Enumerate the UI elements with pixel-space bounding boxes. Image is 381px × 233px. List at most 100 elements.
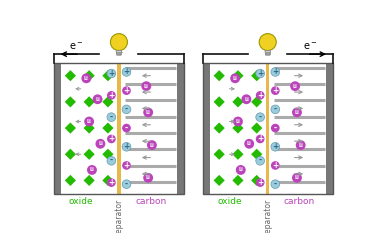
Text: Li: Li — [144, 84, 149, 89]
Circle shape — [84, 116, 94, 127]
Bar — [61, 63, 177, 194]
Polygon shape — [102, 175, 114, 186]
Text: -: - — [259, 113, 262, 122]
Circle shape — [107, 135, 116, 143]
Text: -: - — [110, 156, 113, 165]
Circle shape — [296, 140, 306, 150]
Polygon shape — [83, 175, 95, 186]
Text: +: + — [257, 134, 263, 144]
Text: -: - — [110, 113, 113, 122]
Text: Li: Li — [239, 168, 243, 172]
Polygon shape — [214, 70, 225, 81]
Polygon shape — [251, 96, 262, 107]
Circle shape — [256, 178, 264, 187]
Circle shape — [107, 113, 116, 121]
Circle shape — [96, 139, 106, 149]
Bar — [203, 63, 210, 194]
Polygon shape — [265, 51, 271, 55]
Circle shape — [230, 73, 240, 83]
Polygon shape — [83, 70, 95, 81]
Circle shape — [122, 124, 131, 132]
Text: -: - — [125, 180, 128, 189]
Text: carbon: carbon — [135, 197, 166, 206]
Circle shape — [259, 34, 276, 51]
Text: Li: Li — [95, 97, 100, 102]
Bar — [326, 63, 333, 194]
Text: +: + — [108, 69, 114, 78]
Circle shape — [256, 156, 264, 165]
Polygon shape — [102, 70, 114, 81]
Polygon shape — [214, 149, 225, 160]
Polygon shape — [251, 175, 262, 186]
Text: separator: separator — [114, 199, 123, 233]
Circle shape — [107, 156, 116, 165]
Circle shape — [271, 142, 280, 151]
Text: Li: Li — [235, 119, 240, 124]
Polygon shape — [232, 70, 243, 81]
Polygon shape — [232, 175, 243, 186]
Bar — [117, 63, 120, 194]
Circle shape — [233, 116, 243, 127]
Text: +: + — [108, 134, 114, 144]
Text: e$^-$: e$^-$ — [69, 41, 83, 52]
Text: +: + — [272, 161, 279, 170]
Text: +: + — [257, 69, 263, 78]
Circle shape — [122, 86, 131, 95]
Circle shape — [271, 105, 280, 114]
Text: Li: Li — [146, 175, 150, 180]
Circle shape — [290, 81, 300, 91]
Polygon shape — [65, 123, 76, 134]
Circle shape — [271, 68, 280, 76]
Text: oxide: oxide — [217, 197, 242, 206]
Circle shape — [107, 91, 116, 100]
Polygon shape — [65, 96, 76, 107]
Polygon shape — [214, 96, 225, 107]
Text: Li: Li — [90, 168, 94, 172]
Text: Li: Li — [244, 97, 249, 102]
Circle shape — [122, 68, 131, 76]
Text: -: - — [259, 156, 262, 165]
Text: +: + — [123, 86, 130, 95]
Text: +: + — [272, 142, 279, 151]
Circle shape — [147, 140, 157, 150]
Circle shape — [110, 34, 128, 51]
Polygon shape — [65, 70, 76, 81]
Text: +: + — [272, 68, 279, 76]
Text: Li: Li — [233, 76, 237, 81]
Circle shape — [256, 113, 264, 121]
Circle shape — [271, 86, 280, 95]
Text: oxide: oxide — [68, 197, 93, 206]
Text: Li: Li — [293, 84, 298, 89]
Text: Li: Li — [146, 110, 150, 115]
Text: +: + — [108, 178, 114, 187]
Polygon shape — [232, 149, 243, 160]
Text: Li: Li — [149, 143, 154, 147]
Polygon shape — [251, 149, 262, 160]
Text: +: + — [108, 91, 114, 100]
Text: Li: Li — [298, 143, 303, 147]
Polygon shape — [83, 149, 95, 160]
Text: +: + — [123, 161, 130, 170]
Circle shape — [292, 107, 302, 117]
Text: +: + — [123, 68, 130, 76]
Text: carbon: carbon — [284, 197, 315, 206]
Text: +: + — [123, 142, 130, 151]
Text: Li: Li — [295, 175, 299, 180]
Polygon shape — [116, 51, 122, 55]
Text: +: + — [257, 91, 263, 100]
Circle shape — [122, 142, 131, 151]
Text: Li: Li — [295, 110, 299, 115]
Text: +: + — [272, 86, 279, 95]
Polygon shape — [214, 175, 225, 186]
Bar — [210, 63, 326, 194]
Circle shape — [256, 91, 264, 100]
Circle shape — [122, 161, 131, 170]
Circle shape — [242, 94, 251, 104]
Text: -: - — [125, 123, 128, 133]
Circle shape — [244, 139, 254, 149]
Text: Li: Li — [247, 141, 251, 146]
Circle shape — [271, 124, 280, 132]
Circle shape — [82, 73, 91, 83]
Polygon shape — [83, 96, 95, 107]
Polygon shape — [65, 175, 76, 186]
